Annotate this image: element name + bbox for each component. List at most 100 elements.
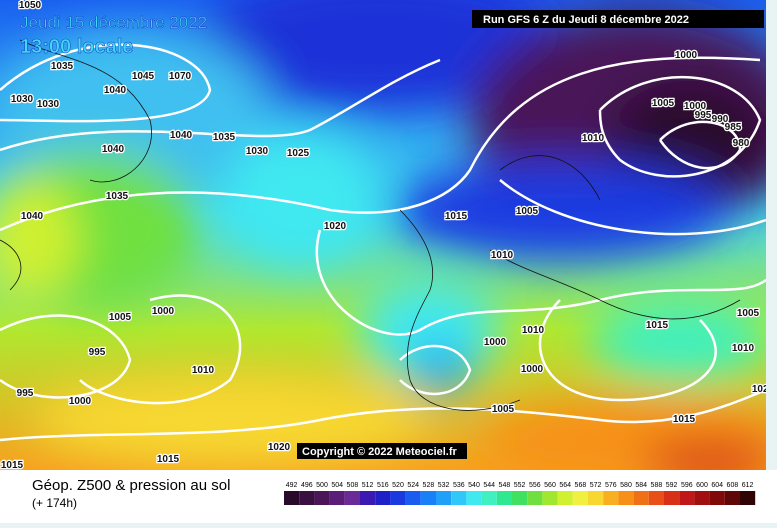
scale-label: 548	[499, 482, 511, 489]
isobar-label: 1005	[652, 98, 675, 109]
run-info: Run GFS 6 Z du Jeudi 8 décembre 2022	[483, 14, 689, 26]
scale-label: 500	[316, 482, 328, 489]
scale-swatch	[405, 491, 421, 505]
scale-swatch	[420, 491, 436, 505]
scale-swatch	[694, 491, 710, 505]
isobar-label: 1005	[737, 308, 760, 319]
right-border	[766, 0, 777, 470]
scale-swatch	[618, 491, 634, 505]
isobar-label: 1045	[132, 71, 155, 82]
forecast-date: Jeudi 15 décembre 2022	[20, 13, 207, 32]
scale-swatch	[709, 491, 725, 505]
isobar-label: 1040	[102, 144, 125, 155]
isobar-label: 1030	[11, 94, 34, 105]
isobar-label: 1025	[287, 148, 310, 159]
scale-swatch	[329, 491, 345, 505]
isobar-label: 1010	[582, 133, 605, 144]
isobar-label: 1015	[445, 211, 468, 222]
scale-label: 516	[377, 482, 389, 489]
isobar-label: 1040	[170, 130, 193, 141]
isobars	[0, 43, 767, 442]
isobar-label: 1040	[104, 85, 127, 96]
isobar-label: 1030	[246, 146, 269, 157]
isobar-label: 1030	[37, 99, 60, 110]
isobar-label: 1070	[169, 71, 192, 82]
scale-label: 580	[620, 482, 632, 489]
scale-label: 556	[529, 482, 541, 489]
scale-label: 532	[438, 482, 450, 489]
scale-label: 492	[286, 482, 298, 489]
isobar-label: 1005	[109, 312, 132, 323]
scale-swatch	[375, 491, 391, 505]
isobar-label: 1015	[646, 320, 669, 331]
scale-swatch	[390, 491, 406, 505]
copyright-box	[297, 443, 467, 459]
isobar-label: 1000	[675, 50, 698, 61]
scale-label: 564	[559, 482, 571, 489]
scale-swatch	[314, 491, 330, 505]
isobar-label: 1000	[521, 364, 544, 375]
scale-swatch	[527, 491, 543, 505]
scale-label: 512	[362, 482, 374, 489]
scale-swatch	[299, 491, 315, 505]
scale-swatch	[740, 491, 756, 505]
footer-title: Géop. Z500 & pression au sol	[32, 477, 230, 494]
forecast-time: 13:00 locale	[20, 36, 133, 58]
scale-swatch	[588, 491, 604, 505]
scale-swatch	[512, 491, 528, 505]
isobar-label: 1005	[516, 206, 539, 217]
isobar-label: 1010	[522, 325, 545, 336]
isobar-label: 1020	[324, 221, 347, 232]
scale-label: 544	[483, 482, 495, 489]
scale-label: 560	[544, 482, 556, 489]
scale-swatch	[451, 491, 467, 505]
scale-label: 572	[590, 482, 602, 489]
isobar-label: 990	[712, 114, 729, 125]
isobar-label: 985	[725, 122, 742, 133]
color-scale: 492 496 500 504 508 512 516 520 524 528 532 536 540 5…	[284, 482, 756, 505]
footer-lead: (+ 174h)	[32, 496, 77, 510]
scale-swatch	[481, 491, 497, 505]
scale-label: 612	[742, 482, 754, 489]
scale-swatch	[284, 491, 300, 505]
scale-swatch	[724, 491, 740, 505]
scale-label: 604	[711, 482, 723, 489]
color-fields	[0, 0, 777, 480]
scale-swatch	[436, 491, 452, 505]
scale-label: 520	[392, 482, 404, 489]
scale-label: 524	[407, 482, 419, 489]
scale-swatch	[603, 491, 619, 505]
isobar-label: 1020	[268, 442, 291, 453]
scale-label: 600	[696, 482, 708, 489]
scale-swatch	[679, 491, 695, 505]
scale-label: 608	[727, 482, 739, 489]
copyright: Copyright © 2022 Meteociel.fr	[302, 446, 458, 458]
scale-label: 568	[575, 482, 587, 489]
scale-label: 552	[514, 482, 526, 489]
isobar-label: 995	[17, 388, 34, 399]
scale-swatch	[557, 491, 573, 505]
isobar-label: 1050	[19, 0, 42, 11]
scale-label: 504	[331, 482, 343, 489]
scale-swatch	[542, 491, 558, 505]
isobar-label: 980	[733, 138, 750, 149]
isobar-label: 1015	[1, 460, 24, 471]
coastlines	[0, 39, 741, 411]
scale-label: 528	[423, 482, 435, 489]
scale-label: 496	[301, 482, 313, 489]
scale-swatch	[633, 491, 649, 505]
scale-label: 584	[635, 482, 647, 489]
isobar-label: 1015	[673, 414, 696, 425]
isobar-label: 1015	[157, 454, 180, 465]
scale-swatch	[344, 491, 360, 505]
scale-swatch	[496, 491, 512, 505]
isobar-label: 1010	[491, 250, 514, 261]
isobar-label: 1010	[192, 365, 215, 376]
isobar-label: 1005	[492, 404, 515, 415]
scale-swatch	[466, 491, 482, 505]
isobar-label: 1000	[69, 396, 92, 407]
scale-swatch	[572, 491, 588, 505]
scale-label: 576	[605, 482, 617, 489]
